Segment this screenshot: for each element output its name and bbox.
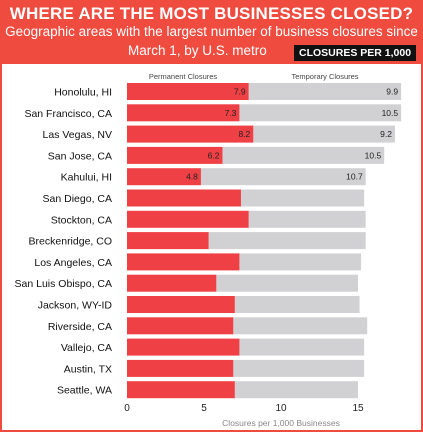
bar-permanent	[127, 296, 235, 313]
bar-permanent	[127, 189, 241, 207]
bar-permanent	[127, 83, 249, 100]
data-label-temporary: 10.7	[346, 172, 363, 182]
bar-temporary	[234, 381, 358, 399]
chart-panel	[0, 64, 423, 432]
bar-permanent	[127, 253, 240, 271]
bar-permanent	[127, 338, 240, 356]
chart-subtitle-line2: March 1, by U.S. metro	[128, 43, 267, 58]
category-label: Stockton, CA	[51, 214, 112, 226]
data-label-temporary: 10.5	[382, 108, 399, 118]
x-tick-label: 5	[201, 403, 207, 414]
bar-permanent	[127, 125, 254, 143]
bar-temporary	[253, 125, 395, 143]
category-label: Seattle, WA	[57, 385, 112, 397]
bar-permanent	[127, 168, 201, 186]
category-label: Vallejo, CA	[61, 342, 112, 354]
bar-permanent	[127, 381, 235, 399]
bar-temporary	[233, 359, 365, 377]
legend-permanent: Permanent Closures	[149, 72, 218, 81]
data-label-permanent: 4.8	[186, 172, 198, 182]
x-tick-label: 15	[352, 403, 364, 414]
category-label: Honolulu, HI	[54, 87, 112, 99]
data-label-permanent: 6.2	[208, 150, 220, 160]
category-label: San Jose, CA	[48, 150, 112, 162]
data-label-temporary: 10.5	[365, 150, 382, 160]
category-label: San Francisco, CA	[24, 108, 112, 120]
bar-temporary	[239, 104, 402, 122]
bar-temporary	[234, 296, 360, 313]
bar-permanent	[127, 232, 209, 250]
data-label-temporary: 9.2	[380, 129, 392, 139]
category-label: Kahului, HI	[61, 172, 112, 184]
bar-temporary	[240, 189, 365, 207]
data-label-permanent: 7.3	[225, 108, 237, 118]
x-tick-label: 10	[275, 403, 287, 414]
bar-temporary	[248, 83, 402, 100]
data-label-permanent: 7.9	[234, 87, 246, 97]
x-tick-label: 0	[124, 403, 130, 414]
bar-temporary	[222, 146, 385, 164]
chart-header: WHERE ARE THE MOST BUSINESSES CLOSED? Ge…	[0, 0, 423, 64]
bar-permanent	[127, 104, 240, 122]
data-label-permanent: 8.2	[238, 129, 250, 139]
legend-temporary: Temporary Closures	[291, 72, 358, 81]
bar-temporary	[233, 317, 368, 335]
category-label: San Diego, CA	[43, 193, 112, 205]
chart-subtitle-line1: Geographic areas with the largest number…	[5, 24, 418, 39]
bar-permanent	[127, 146, 223, 164]
bar-temporary	[200, 168, 366, 186]
category-label: Riverside, CA	[48, 321, 112, 333]
category-label: Jackson, WY-ID	[38, 300, 113, 312]
category-label: Las Vegas, NV	[43, 129, 112, 141]
chart-title: WHERE ARE THE MOST BUSINESSES CLOSED?	[9, 4, 414, 23]
bar-permanent	[127, 359, 234, 377]
category-label: San Luis Obispo, CA	[15, 278, 112, 290]
bar-temporary	[239, 338, 365, 356]
bar-temporary	[239, 253, 362, 271]
bar-temporary	[216, 274, 358, 292]
units-badge: CLOSURES PER 1,000	[294, 45, 417, 61]
bar-permanent	[127, 317, 234, 335]
bar-permanent	[127, 210, 249, 228]
x-axis-title: Closures per 1,000 Businesses	[222, 418, 340, 428]
bar-permanent	[127, 274, 217, 292]
data-label-temporary: 9.9	[386, 87, 398, 97]
category-label: Breckenridge, CO	[29, 236, 112, 248]
category-label: Los Angeles, CA	[34, 257, 112, 269]
category-label: Austin, TX	[64, 363, 112, 375]
bar-temporary	[248, 210, 366, 228]
bar-temporary	[208, 232, 366, 250]
